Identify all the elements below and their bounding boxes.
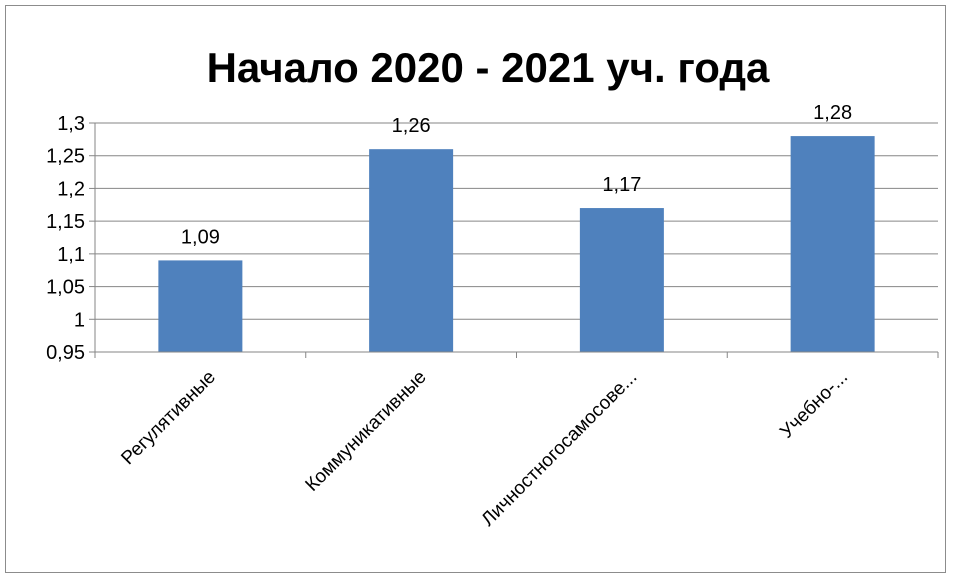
bar [579,208,664,352]
y-tick-label: 1,15 [46,211,85,233]
data-label: 1,26 [392,115,431,137]
x-category-label: Коммуникативные [302,367,431,496]
bars: 1,09 1,26 1,17 1,28 [158,102,875,352]
x-category-label: Личностногосамосове... [478,367,642,531]
x-axis: Регулятивные Коммуникативные Личностногоса… [94,351,939,531]
data-label: 1,17 [602,174,641,196]
y-tick-label: 0,95 [46,342,85,364]
chart-title: Начало 2020 - 2021 уч. года [207,44,770,91]
y-tick-label: 1,1 [57,244,85,266]
data-label: 1,28 [813,102,852,124]
bar [369,149,454,352]
y-tick-label: 1,05 [46,277,85,299]
x-category-label: Регулятивные [117,367,219,469]
y-tick-label: 1 [74,309,85,331]
y-axis: 0,95 1 1,05 1,1 1,15 1,2 1,25 1,3 [46,113,96,364]
y-tick-label: 1,3 [57,113,85,135]
y-tick-label: 1,2 [57,178,85,200]
x-category-label: Учебно-... [776,367,852,443]
y-tick-label: 1,25 [46,146,85,168]
bar [790,136,875,352]
bar [158,260,243,352]
data-label: 1,09 [181,226,220,248]
